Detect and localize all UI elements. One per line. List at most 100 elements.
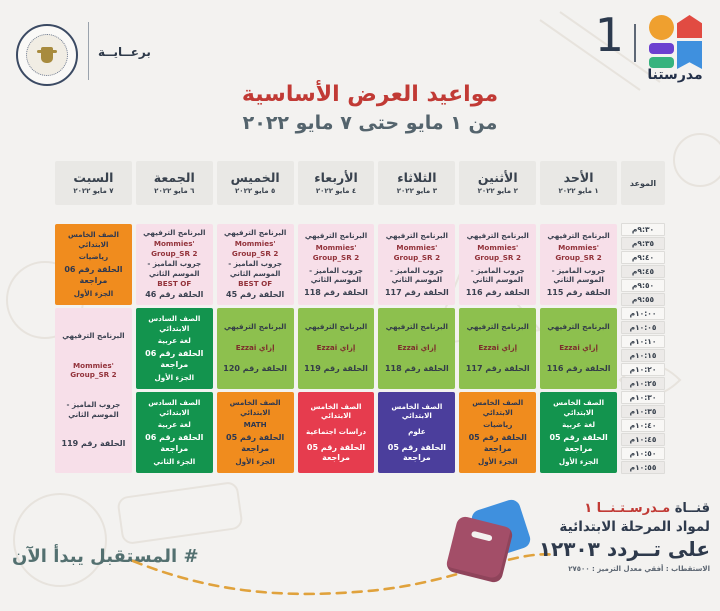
time-cell: ٩:٥٥م — [621, 293, 665, 306]
sponsor-label: برعــايــة — [98, 45, 151, 59]
program-line: BEST OF — [157, 279, 192, 289]
program-cell: البرنامج الترفيهي Mommies' Group_SR 2 جروب… — [135, 224, 213, 305]
program-line: الصف الخامس الابتدائي — [310, 401, 362, 420]
program-line: الحلقة رقم 119 — [61, 439, 126, 449]
page-subtitle: من ١ مايو حتى ٧ مايو ٢٠٢٢ — [242, 112, 498, 134]
program-line: إزاي Ezzai — [478, 343, 518, 353]
eagle-emblem-icon — [37, 47, 57, 63]
program-line: الحلقة رقم 120 — [223, 364, 288, 374]
program-line: الحلقة رقم 117 — [465, 364, 530, 374]
time-cell: ١٠:٥٥م — [621, 461, 665, 474]
day-name: الأربعاء — [314, 170, 358, 186]
frequency-line: على تــردد ١٢٣٠٣ — [538, 537, 710, 561]
program-line: لغة عربية — [157, 420, 191, 430]
plum-book-icon — [444, 514, 515, 585]
program-line: الحلقة رقم 46 — [145, 290, 204, 300]
program-cell: الصف الخامس الابتدائي دراسات اجتماعية الحل… — [297, 392, 375, 473]
program-line: الجزء الأول — [73, 289, 114, 299]
program-line: البرنامج الترفيهي — [223, 322, 287, 332]
program-line: إزاي Ezzai — [316, 343, 356, 353]
program-line: MATH — [243, 420, 267, 430]
day-date: ٤ مايو ٢٠٢٢ — [315, 186, 357, 195]
time-cell: ١٠:٢٥م — [621, 377, 665, 390]
program-line: Mommies' Group_SR 2 — [70, 361, 117, 380]
time-column-header: الموعد — [621, 161, 665, 205]
program-line: الحلقة رقم 05 مراجعة — [468, 433, 527, 453]
day-column-header: الخميس ٥ مايو ٢٠٢٢ — [216, 161, 294, 205]
program-line: الصف السادس الابتدائي — [148, 314, 201, 333]
time-cell: ١٠:٤٥م — [621, 433, 665, 446]
program-line: جروب الماميز - الموسم الثاني — [228, 259, 283, 278]
program-line: الجزء الأول — [154, 373, 195, 383]
program-line: البرنامج الترفيهي — [385, 322, 449, 332]
day-name: السبت — [73, 170, 114, 186]
program-line: Mommies' Group_SR 2 — [312, 243, 360, 262]
program-line: الحلقة رقم 05 مراجعة — [549, 433, 608, 453]
program-line: جروب الماميز - الموسم الثاني — [147, 259, 202, 278]
time-cell: ١٠:٣٠م — [621, 391, 665, 404]
program-line: الحلقة رقم 118 — [304, 288, 368, 298]
day-name: الثلاثاء — [397, 170, 437, 186]
program-line: البرنامج الترفيهي — [304, 322, 368, 332]
day-date: ١ مايو ٢٠٢٢ — [558, 186, 599, 195]
program-line: الصف السادس الابتدائي — [148, 398, 201, 417]
hashtag-slogan: # المستقبل يبدأ الآن — [12, 546, 199, 567]
program-line: Mommies' Group_SR 2 — [474, 243, 521, 262]
purple-bar-icon — [649, 43, 674, 54]
program-line: إزاي Ezzai — [559, 343, 598, 353]
time-cell: ١٠:٢٠م — [621, 363, 665, 376]
day-name: الجمعة — [153, 170, 195, 186]
brand-divider — [634, 24, 636, 62]
green-bar-icon — [649, 57, 674, 68]
time-cell: ٩:٤٥م — [621, 265, 665, 278]
day-date: ٥ مايو ٢٠٢٢ — [235, 186, 276, 195]
madrasetna-logo — [649, 15, 702, 69]
program-line: الصف الخامس الابتدائي — [472, 398, 524, 417]
time-cell: ٩:٤٠م — [621, 251, 665, 264]
channel-line: قنــاة مـدرسـتـنــا ١ — [530, 501, 710, 516]
frequency-info: قنــاة مـدرسـتـنــا ١ لمواد المرحلة الاب… — [530, 501, 710, 573]
program-cell: الصف الخامس الابتدائي لغة عربية الحلقة رقم… — [540, 392, 617, 473]
program-cell: البرنامج الترفيهي Mommies' Group_SR 2 جروب… — [55, 308, 132, 473]
program-line: الحلقة رقم 45 — [226, 290, 285, 300]
program-line: جروب الماميز - الموسم الثاني — [389, 265, 444, 285]
time-cell: ١٠:٠٥م — [621, 321, 665, 334]
program-line: الحلقة رقم 118 — [384, 364, 449, 374]
time-cell: ٩:٣٥م — [621, 237, 665, 250]
program-cell: الصف الخامس الابتدائي MATH الحلقة رقم 05 م… — [216, 392, 294, 473]
program-line: الجزء الأول — [235, 457, 275, 467]
program-cell: البرنامج الترفيهي Mommies' Group_SR 2 جروب… — [216, 224, 294, 305]
program-line: BEST OF — [238, 279, 273, 289]
schedule-table: الموعد الأحد ١ مايو ٢٠٢٢ الأثنين ٢ مايو ٢٠٢٢… — [55, 161, 665, 474]
program-cell: البرنامج الترفيهي Mommies' Group_SR 2 جروب… — [459, 224, 537, 305]
program-cell: البرنامج الترفيهي Mommies' Group_SR 2 جروب… — [297, 224, 375, 305]
program-line: البرنامج الترفيهي — [547, 230, 610, 240]
program-line: الحلقة رقم 116 — [546, 364, 611, 374]
day-date: ٢ مايو ٢٠٢٢ — [477, 186, 518, 195]
day-name: الأثنين — [477, 170, 518, 186]
program-cell: البرنامج الترفيهي إزاي Ezzai الحلقة رقم 11… — [540, 308, 617, 389]
program-line: الحلقة رقم 05 مراجعة — [226, 433, 285, 453]
program-line: الصف الخامس الابتدائي — [229, 398, 281, 417]
program-line: Mommies' Group_SR 2 — [393, 243, 441, 262]
program-line: جروب الماميز - الموسم الثاني — [309, 265, 363, 285]
program-line: رياضيات — [78, 252, 109, 262]
program-line: الجزء الأول — [558, 457, 599, 467]
day-column-header: الأحد ١ مايو ٢٠٢٢ — [540, 161, 617, 205]
program-cell: البرنامج الترفيهي إزاي Ezzai الحلقة رقم 11… — [378, 308, 456, 389]
program-line: البرنامج الترفيهي — [62, 331, 125, 341]
time-cell: ١٠:٥٠م — [621, 447, 665, 460]
time-cell: ١٠:١٥م — [621, 349, 665, 362]
program-line: الحلقة رقم 119 — [304, 364, 368, 374]
time-cell: ١٠:١٠م — [621, 335, 665, 348]
channel-number: 1 — [594, 8, 624, 62]
sponsor-divider — [88, 22, 89, 80]
day-name: الخميس — [230, 170, 280, 186]
program-cell: البرنامج الترفيهي إزاي Ezzai الحلقة رقم 11… — [297, 308, 375, 389]
program-line: إزاي Ezzai — [235, 343, 275, 353]
program-line: الحلقة رقم 06 مراجعة — [145, 349, 204, 369]
day-column-header: الأثنين ٢ مايو ٢٠٢٢ — [459, 161, 537, 205]
program-line: الجزء الأول — [477, 457, 518, 467]
schedule-header-row: الموعد الأحد ١ مايو ٢٠٢٢ الأثنين ٢ مايو ٢٠٢٢… — [55, 161, 665, 205]
channel-word: قنــاة — [674, 501, 710, 516]
